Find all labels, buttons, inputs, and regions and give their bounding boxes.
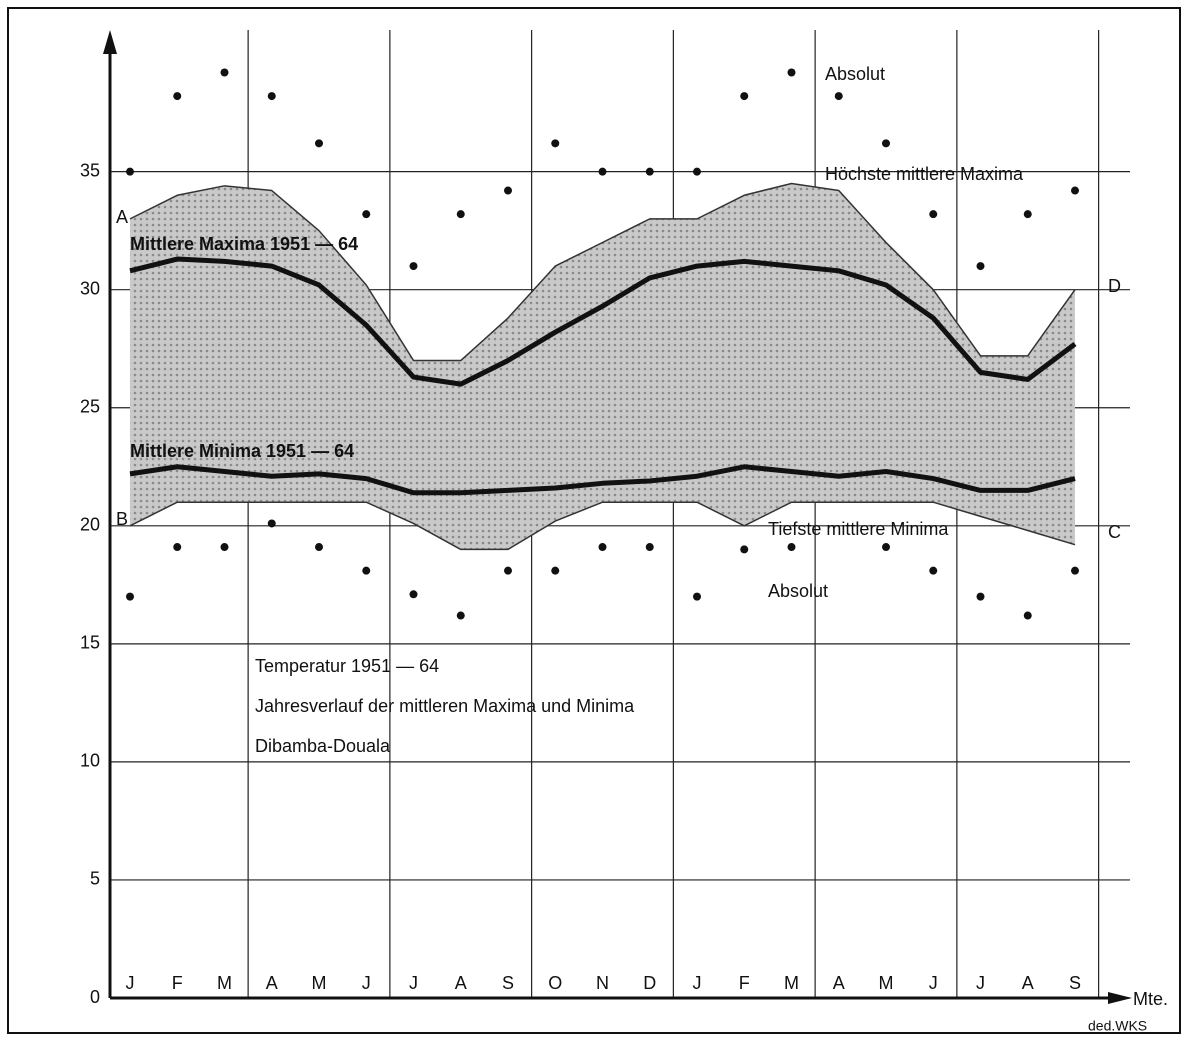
annotation: B bbox=[116, 509, 128, 529]
x-tick-label: M bbox=[879, 973, 894, 993]
annotation: A bbox=[116, 207, 128, 227]
x-tick-label: J bbox=[976, 973, 985, 993]
data-point bbox=[409, 590, 418, 599]
data-point bbox=[504, 186, 512, 195]
band-edge bbox=[129, 182, 1076, 362]
y-tick-label: 5 bbox=[90, 869, 100, 889]
series-label: Absolut bbox=[768, 581, 828, 601]
x-axis-arrow bbox=[1108, 992, 1132, 1004]
x-tick-label: M bbox=[784, 973, 799, 993]
x-tick-label: F bbox=[739, 973, 750, 993]
band-edge bbox=[129, 501, 1076, 551]
x-tick-label: J bbox=[126, 973, 135, 993]
data-point bbox=[645, 167, 654, 176]
x-tick-label: O bbox=[548, 973, 562, 993]
data-point bbox=[551, 139, 560, 148]
data-point bbox=[693, 592, 701, 601]
data-point bbox=[362, 566, 371, 575]
data-point bbox=[598, 167, 607, 176]
y-tick-label: 35 bbox=[80, 160, 100, 180]
x-tick-label: S bbox=[1069, 973, 1081, 993]
data-point bbox=[126, 167, 134, 176]
data-point bbox=[315, 543, 323, 552]
x-tick-label: A bbox=[833, 973, 845, 993]
series-label: Mittlere Maxima 1951 — 64 bbox=[130, 234, 358, 254]
series-label: Absolut bbox=[825, 64, 885, 84]
data-point bbox=[882, 139, 890, 148]
mean-line bbox=[129, 256, 1077, 387]
data-point bbox=[834, 92, 843, 101]
annotation: C bbox=[1108, 522, 1121, 542]
frame bbox=[7, 7, 1181, 1034]
data-point bbox=[362, 210, 371, 219]
x-tick-label: M bbox=[312, 973, 327, 993]
x-tick-label: N bbox=[596, 973, 609, 993]
series-label: Mittlere Minima 1951 — 64 bbox=[130, 441, 354, 461]
x-tick-label: F bbox=[172, 973, 183, 993]
x-tick-label: J bbox=[929, 973, 938, 993]
x-tick-label: J bbox=[409, 973, 418, 993]
data-point bbox=[645, 543, 654, 552]
data-point bbox=[1071, 186, 1079, 195]
data-point bbox=[456, 611, 465, 620]
mean-line bbox=[129, 464, 1076, 496]
data-point bbox=[976, 262, 985, 271]
y-tick-label: 20 bbox=[80, 515, 100, 535]
x-tick-label: S bbox=[502, 973, 514, 993]
data-point bbox=[267, 519, 276, 528]
data-point bbox=[173, 92, 182, 101]
data-point bbox=[1071, 566, 1079, 575]
data-point bbox=[173, 543, 182, 552]
chart-title: Temperatur 1951 — 64 bbox=[255, 656, 439, 676]
data-point bbox=[1023, 210, 1032, 219]
data-point bbox=[1023, 611, 1032, 620]
x-tick-label: J bbox=[693, 973, 702, 993]
data-point bbox=[740, 92, 749, 101]
annotation: D bbox=[1108, 276, 1121, 296]
x-tick-label: A bbox=[1022, 973, 1034, 993]
x-tick-label: A bbox=[455, 973, 467, 993]
x-axis-label: Mte. bbox=[1133, 989, 1168, 1009]
data-point bbox=[740, 545, 749, 554]
data-point bbox=[315, 139, 323, 148]
data-point bbox=[929, 210, 938, 219]
data-point bbox=[504, 566, 512, 575]
y-tick-label: 25 bbox=[80, 397, 100, 417]
y-tick-label: 30 bbox=[80, 278, 100, 298]
x-tick-label: J bbox=[362, 973, 371, 993]
data-point bbox=[551, 566, 560, 575]
data-point bbox=[787, 68, 796, 77]
y-tick-label: 15 bbox=[80, 633, 100, 653]
data-point bbox=[456, 210, 465, 219]
series-label: Tiefste mittlere Minima bbox=[768, 519, 949, 539]
series-label: Höchste mittlere Maxima bbox=[825, 164, 1024, 184]
y-tick-label: 0 bbox=[90, 987, 100, 1007]
location: Dibamba-Douala bbox=[255, 736, 391, 756]
x-tick-label: A bbox=[266, 973, 278, 993]
band-fill bbox=[130, 183, 1075, 550]
data-point bbox=[220, 543, 229, 552]
data-point bbox=[409, 262, 418, 271]
data-point bbox=[882, 543, 890, 552]
data-point bbox=[220, 68, 229, 77]
data-point bbox=[126, 592, 134, 601]
data-point bbox=[267, 92, 276, 101]
x-tick-label: D bbox=[643, 973, 656, 993]
y-tick-label: 10 bbox=[80, 751, 100, 771]
x-tick-label: M bbox=[217, 973, 232, 993]
y-axis-arrow bbox=[103, 30, 117, 54]
data-point bbox=[693, 167, 701, 176]
data-point bbox=[976, 592, 985, 601]
data-point bbox=[929, 566, 938, 575]
chart-subtitle: Jahresverlauf der mittleren Maxima und M… bbox=[255, 696, 635, 716]
data-point bbox=[787, 543, 796, 552]
data-point bbox=[598, 543, 607, 552]
credit: ded.WKS bbox=[1088, 1018, 1147, 1034]
